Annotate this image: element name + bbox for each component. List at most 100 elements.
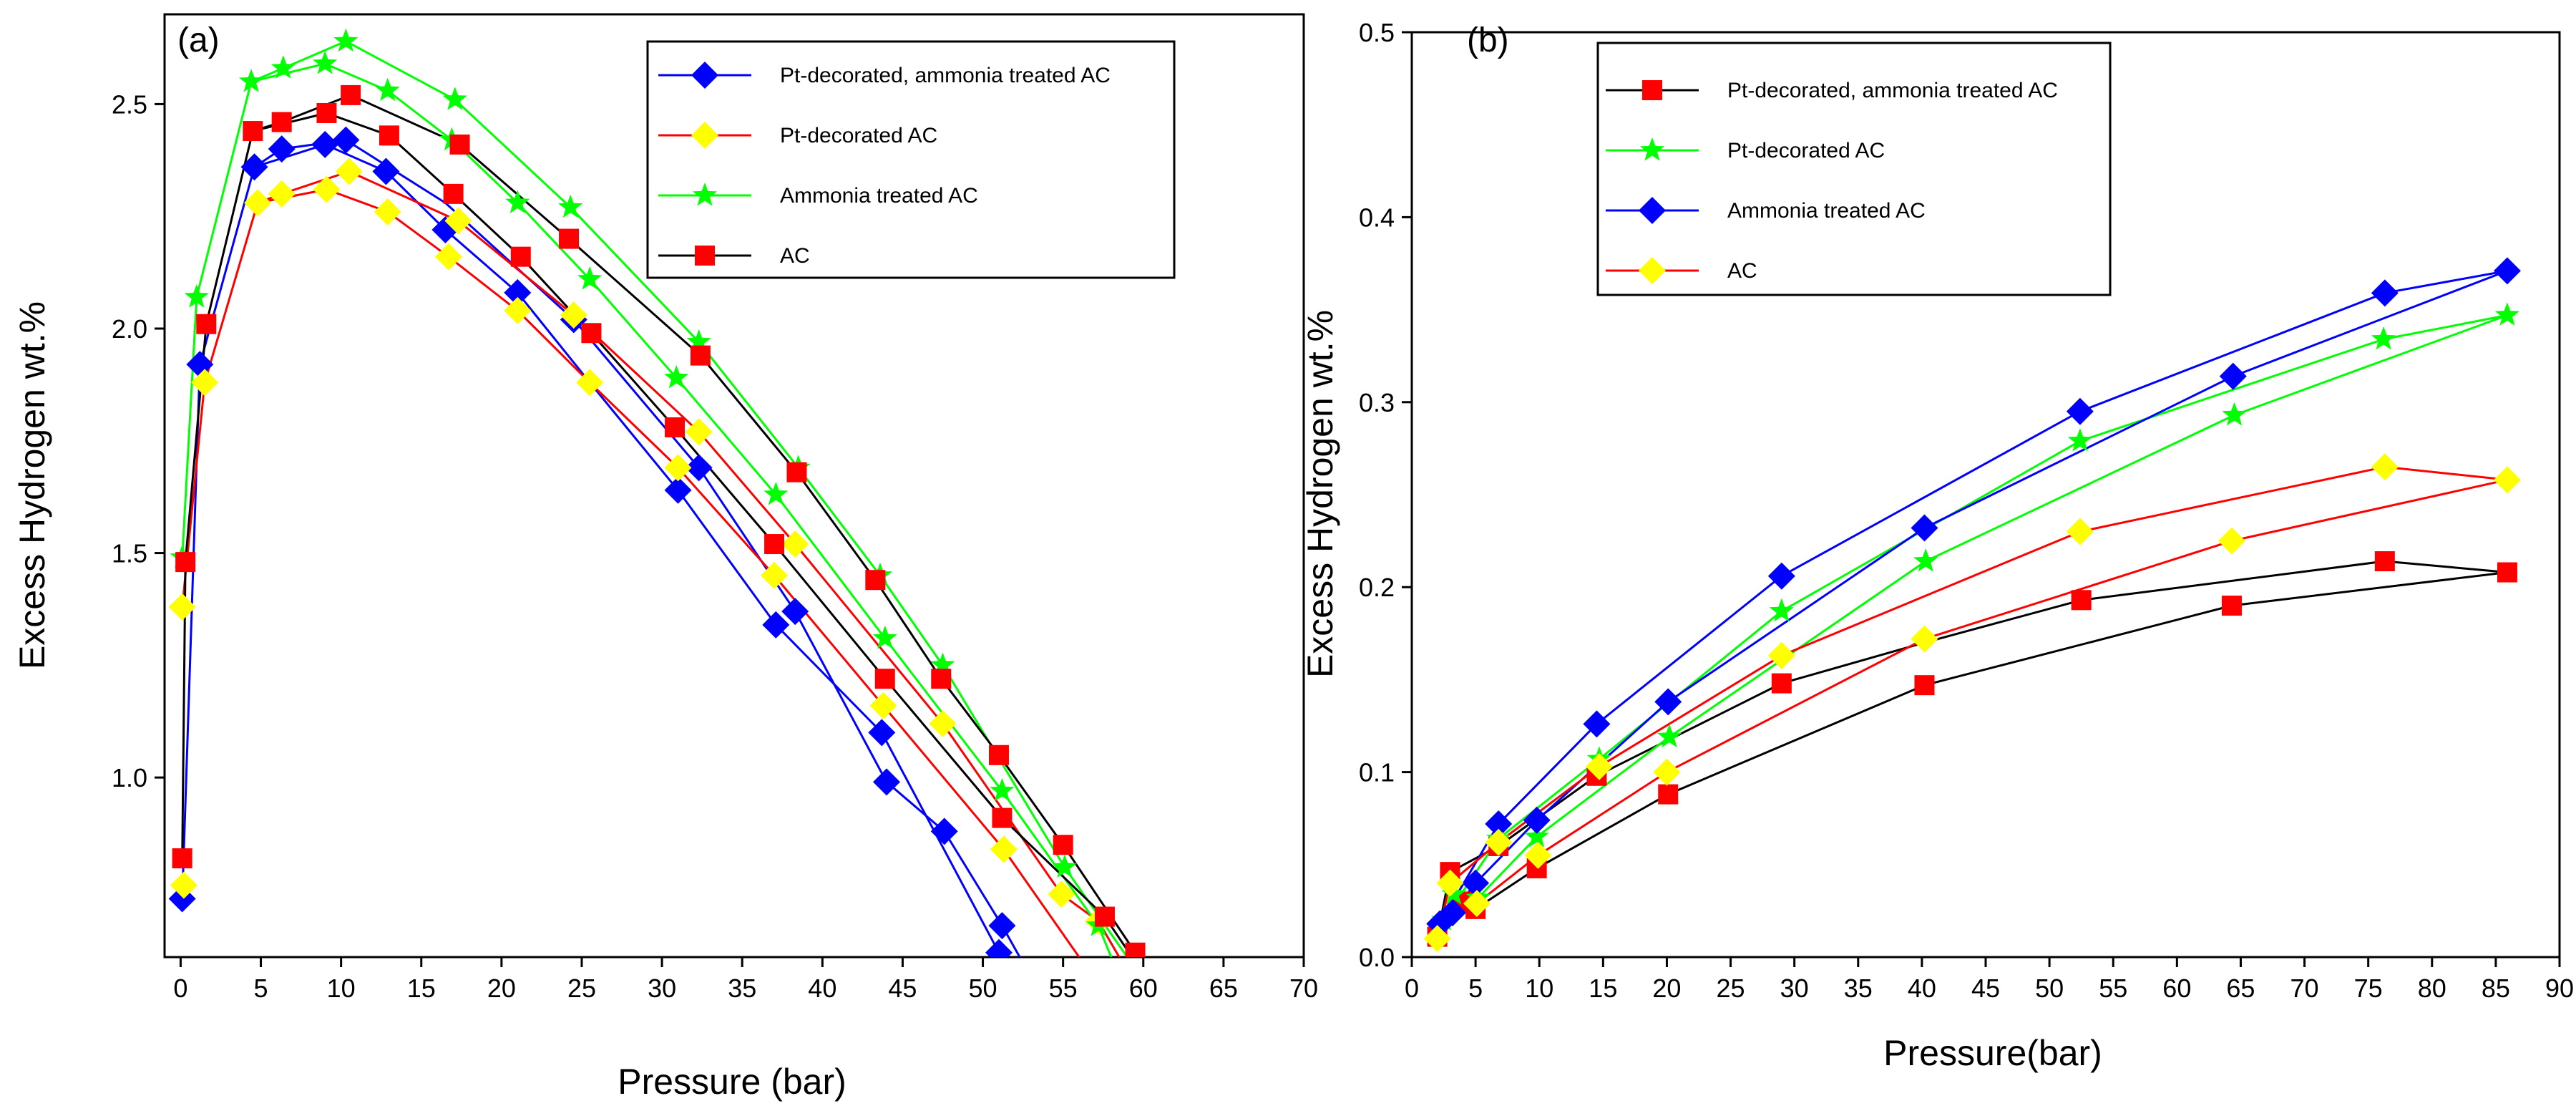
data-point-pt-decorated-ammonia-treated-ac [685,454,713,482]
series-line-pt-decorated-ammonia-treated-ac-adsorption [1436,560,2508,937]
chart-panel-a: 0 5 10 15 20 25 30 35 40 45 50 55 60 65 70 1.0 1.5 2.0 2.… [12,13,1318,1102]
data-point-ac [665,417,686,437]
x-tick-label: 45 [888,974,917,1003]
x-tick-label: 15 [407,974,436,1003]
data-point-ac [175,552,196,573]
data-point-ammonia-treated-ac [1052,854,1077,878]
data-point-pt-decorated-ammonia-treated-ac [186,351,214,379]
data-point-ac [243,121,263,142]
x-tick-label: 50 [969,974,997,1003]
data-point-pt-decorated-ammonia-treated-ac [240,153,268,181]
legend-a: Pt-decorated, ammonia treated AC Pt-decor… [646,40,1176,279]
data-point-pt-decorated-ammonia-treated-ac [762,611,790,639]
series-line-pt-decorated-ac-adsorption [1443,314,2508,921]
data-point-pt-decorated-ammonia-treated-ac [332,126,360,154]
data-point-ac [690,345,711,366]
x-tick-label: 15 [1589,974,1617,1003]
data-point-ammonia-treated-ac [333,28,358,52]
data-point-ammonia-treated-ac [2219,362,2247,390]
y-axis-ticks-b: 0.0 0.1 0.2 0.3 0.4 0.5 [1359,18,1412,972]
legend-label-pt-decorated-ac: Pt-decorated AC [780,124,937,147]
data-point-ammonia-treated-ac [686,329,711,353]
x-tick-label: 55 [1049,974,1078,1003]
legend-label-ac: AC [1727,259,1757,283]
data-point-pt-decorated-ammonia-treated-ac [664,476,692,504]
data-point-pt-decorated-ac [1441,881,1466,905]
panel-label-b: (b) [1467,21,1509,59]
data-point-ac [1436,869,1464,897]
legend-marker-pt-decorated-ac [691,122,718,149]
y-tick-label: 1.0 [112,763,147,792]
data-point-pt-decorated-ac [2067,428,2092,452]
chart-panel-b: 0 5 10 15 20 25 30 35 40 45 50 55 60 65 70 75 80 85 90 0.0… [1300,18,2574,1073]
data-point-ammonia-treated-ac [664,365,689,389]
data-point-pt-decorated-ac [1769,598,1794,622]
x-tick-label: 35 [1844,974,1873,1003]
data-point-pt-decorated-ac [664,454,692,482]
panel-label-a: (a) [177,21,220,59]
legend-marker-ac [1639,257,1666,284]
plot-area-a [163,13,1305,959]
data-point-ammonia-treated-ac [505,190,530,213]
y-tick-label: 0.4 [1359,203,1395,232]
series-line-ammonia-treated-ac-desorption [250,62,1113,957]
data-point-ammonia-treated-ac [1462,869,1490,897]
data-point-ac [764,534,785,555]
legend-marker-ammonia-treated-ac [1639,197,1666,224]
data-point-ac [510,246,531,267]
data-point-ac [1423,925,1451,953]
x-tick-label: 60 [1129,974,1158,1003]
x-tick-label: 70 [1289,974,1318,1003]
data-point-ac [271,112,292,132]
data-point-ammonia-treated-ac [577,266,602,290]
data-point-pt-decorated-ammonia-treated-ac [2071,590,2092,611]
x-tick-label: 55 [2099,974,2127,1003]
data-point-ac [1767,641,1795,669]
data-point-pt-decorated-ammonia-treated-ac [873,768,901,796]
x-tick-label: 75 [2354,974,2383,1003]
data-point-pt-decorated-ac [191,369,219,397]
data-point-pt-decorated-ammonia-treated-ac [781,598,809,626]
data-point-ac [196,314,217,334]
x-tick-label: 10 [1525,974,1553,1003]
data-point-pt-decorated-ammonia-treated-ac [1658,784,1679,805]
data-point-ac [341,84,361,105]
data-point-ac [172,848,192,869]
x-tick-label: 35 [728,974,756,1003]
x-tick-label: 60 [2162,974,2191,1003]
data-point-pt-decorated-ammonia-treated-ac [985,938,1013,957]
legend-marker-ac [695,246,715,266]
data-point-pt-decorated-ac [990,835,1018,863]
data-point-pt-decorated-ac [170,871,197,899]
legend-label-pt-decorated-ammonia-treated-ac: Pt-decorated, ammonia treated AC [780,64,1111,87]
data-point-ammonia-treated-ac [990,778,1015,802]
y-tick-label: 0.1 [1359,758,1395,787]
legend-label-pt-decorated-ac: Pt-decorated AC [1727,139,1885,162]
data-point-ammonia-treated-ac [558,194,583,218]
y-tick-label: 1.5 [112,539,147,568]
data-point-pt-decorated-ac [576,369,604,397]
x-tick-label: 85 [2482,974,2510,1003]
data-point-ac [379,125,399,146]
data-point-ammonia-treated-ac [184,284,209,308]
y-tick-label: 0.0 [1359,943,1395,972]
data-point-ac [1585,752,1613,780]
series-line-ac-adsorption [1436,465,2508,939]
data-point-pt-decorated-ammonia-treated-ac [1914,675,1935,696]
data-point-ac [1094,906,1115,927]
series-line-pt-decorated-ac-adsorption [181,170,1121,957]
data-point-ammonia-treated-ac [2066,397,2094,425]
data-point-pt-decorated-ac [1524,824,1549,848]
markers-b [1423,257,2521,953]
y-tick-label: 2.5 [112,89,147,119]
data-point-ac [2066,518,2094,545]
y-axis-label-b: Excess Hydrogen wt.% [1300,310,1340,678]
legend-label-ac: AC [780,244,810,268]
x-tick-label: 10 [327,974,356,1003]
data-point-ammonia-treated-ac [375,77,400,102]
data-point-pt-decorated-ammonia-treated-ac [268,135,296,163]
series-line-pt-decorated-ammonia-treated-ac-desorption [1462,571,2508,911]
data-point-pt-decorated-ac [434,243,462,271]
y-axis-ticks-a: 1.0 1.5 2.0 2.5 [112,89,165,792]
